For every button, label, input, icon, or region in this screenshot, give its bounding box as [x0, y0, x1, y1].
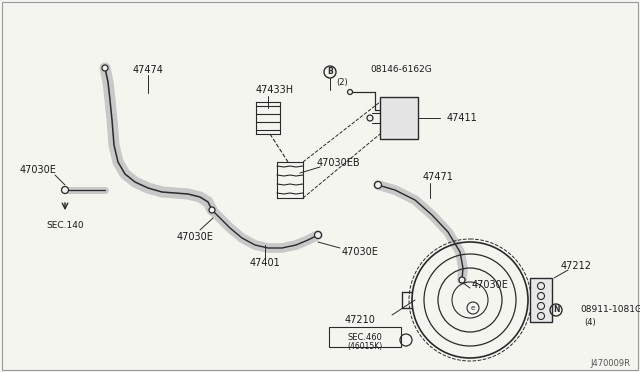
Text: 08911-1081G: 08911-1081G	[580, 305, 640, 314]
Text: 47030E: 47030E	[342, 247, 378, 257]
Text: 47030E: 47030E	[177, 232, 213, 242]
Circle shape	[348, 90, 353, 94]
Text: (4): (4)	[584, 317, 596, 327]
Circle shape	[314, 231, 321, 238]
Circle shape	[102, 65, 108, 71]
Text: SEC.460: SEC.460	[348, 333, 383, 341]
Circle shape	[367, 115, 373, 121]
Circle shape	[459, 277, 465, 283]
Text: 47030EB: 47030EB	[316, 158, 360, 168]
Text: 47030E: 47030E	[20, 165, 56, 175]
Text: N: N	[553, 305, 559, 314]
Circle shape	[315, 232, 321, 238]
Text: 47210: 47210	[344, 315, 376, 325]
Text: 47471: 47471	[422, 172, 453, 182]
Circle shape	[61, 186, 68, 193]
Text: SEC.140: SEC.140	[46, 221, 84, 230]
Circle shape	[209, 207, 215, 213]
Text: 47212: 47212	[561, 261, 591, 271]
Text: J470009R: J470009R	[590, 359, 630, 369]
Circle shape	[374, 182, 381, 189]
Text: 47411: 47411	[447, 113, 477, 123]
Text: 47401: 47401	[250, 258, 280, 268]
Text: e: e	[471, 305, 475, 311]
Text: 08146-6162G: 08146-6162G	[370, 65, 432, 74]
Text: B: B	[327, 67, 333, 77]
Text: 47474: 47474	[132, 65, 163, 75]
Text: 47433H: 47433H	[256, 85, 294, 95]
Text: (2): (2)	[336, 77, 348, 87]
Circle shape	[375, 182, 381, 188]
FancyBboxPatch shape	[530, 278, 552, 322]
Text: 47030E: 47030E	[472, 280, 508, 290]
Text: (46015K): (46015K)	[348, 341, 383, 350]
FancyBboxPatch shape	[380, 97, 418, 139]
